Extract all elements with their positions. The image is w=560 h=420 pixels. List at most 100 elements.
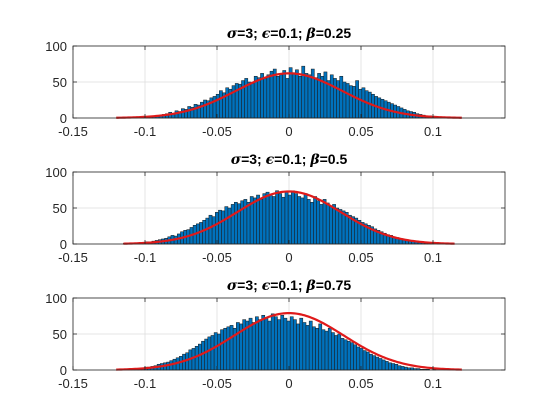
histogram-bar — [284, 191, 289, 245]
histogram-bar — [274, 316, 278, 371]
histogram-bar — [358, 88, 363, 119]
histogram-bar — [199, 222, 203, 245]
histogram-bar — [333, 78, 337, 119]
histogram-bar — [296, 323, 300, 371]
histogram-bar — [384, 361, 389, 371]
histogram-bar — [329, 74, 334, 119]
histogram-bar — [298, 75, 302, 119]
histogram-bar — [223, 327, 228, 371]
histogram-bar — [200, 101, 204, 119]
histogram-bar — [375, 356, 380, 371]
histogram-bar — [277, 319, 281, 371]
histogram-bar — [191, 348, 196, 371]
histogram-bar — [397, 365, 402, 371]
histogram-bar — [318, 323, 323, 371]
histogram-bar — [283, 317, 288, 371]
histogram-bar — [259, 199, 264, 245]
histogram-bar — [310, 201, 314, 245]
histogram-bar — [339, 75, 344, 119]
histogram-bar — [218, 209, 222, 245]
histogram-bar — [353, 344, 357, 371]
histogram-bar — [361, 87, 366, 119]
histogram-bar — [202, 219, 207, 245]
x-tick-label: 0.05 — [348, 250, 373, 265]
gaussian-fit-curve — [116, 72, 462, 119]
y-tick-label: 100 — [45, 291, 67, 306]
histogram-bar — [198, 343, 202, 371]
x-tick-label: -0.1 — [134, 124, 156, 139]
histogram-bar — [334, 335, 338, 371]
histogram-bar — [388, 362, 392, 371]
y-tick-label: 0 — [60, 237, 67, 252]
histogram-bar — [313, 196, 317, 245]
histogram-bar — [269, 70, 274, 119]
histogram-bar — [299, 317, 304, 371]
histogram-bar — [346, 340, 351, 371]
y-tick-label: 100 — [45, 165, 67, 180]
histogram-bar — [286, 320, 291, 371]
histogram-bar — [356, 346, 361, 371]
x-tick-label: 0.05 — [348, 124, 373, 139]
x-tick-label: 0 — [285, 376, 292, 391]
histogram-bar — [193, 104, 198, 119]
x-tick-label: -0.1 — [134, 250, 156, 265]
histogram-bar — [345, 83, 350, 119]
histogram-bar — [304, 73, 309, 119]
histogram-bar — [341, 210, 346, 245]
histogram-bar — [242, 319, 247, 371]
histogram-bar — [225, 87, 230, 119]
histogram-bar — [378, 358, 383, 371]
histogram-bar — [282, 70, 287, 119]
histogram-bar — [307, 74, 312, 119]
x-tick-label: -0.1 — [134, 376, 156, 391]
histogram-bar — [236, 322, 240, 371]
histogram-bar — [246, 201, 251, 245]
histogram-bar — [251, 322, 256, 371]
histogram-bar — [285, 78, 290, 119]
histogram-bar — [306, 199, 311, 245]
histogram-bar — [302, 322, 307, 371]
x-tick-label: 0 — [285, 250, 292, 265]
y-tick-label: 50 — [53, 327, 67, 342]
histogram-bar — [258, 319, 262, 371]
histogram-bar — [336, 80, 340, 119]
histogram-bar — [303, 193, 308, 245]
histogram-bar — [250, 83, 255, 119]
histogram-bar — [403, 366, 408, 371]
histogram-bar — [342, 81, 347, 119]
histogram-bar — [272, 68, 277, 119]
histogram-bar — [400, 366, 405, 371]
histogram-bar — [261, 315, 266, 371]
histogram-bar — [281, 196, 286, 245]
histogram-bar — [226, 326, 231, 371]
histogram-bar — [332, 204, 336, 245]
histogram-bar — [221, 210, 226, 245]
x-tick-label: -0.15 — [58, 250, 88, 265]
histogram-bar — [265, 191, 270, 245]
histogram-bar — [337, 333, 342, 371]
histogram-bar — [300, 197, 305, 245]
histogram-bar — [194, 345, 199, 371]
x-tick-label: -0.15 — [58, 376, 88, 391]
histogram-bar — [319, 204, 324, 245]
subplot-title: σ=3; ϵ=0.1; β=0.5 — [231, 151, 348, 168]
histogram-bar — [381, 359, 386, 371]
histogram-bar — [280, 315, 285, 371]
histogram-bar — [263, 78, 268, 119]
histogram-bar — [210, 335, 215, 371]
histogram-bar — [325, 202, 330, 245]
y-tick-label: 50 — [53, 201, 67, 216]
histogram-bar — [335, 207, 340, 245]
histogram-bar — [187, 106, 192, 119]
histogram-bar — [215, 212, 219, 245]
histogram-bar — [220, 329, 224, 371]
histogram-bar — [266, 74, 271, 119]
histogram-bar — [219, 90, 223, 119]
histogram-bar — [364, 90, 369, 119]
histogram-bar — [256, 194, 260, 245]
y-tick-label: 100 — [45, 39, 67, 54]
histogram-bar — [267, 320, 272, 371]
histogram-bar — [326, 80, 331, 119]
histogram-bar — [350, 342, 354, 371]
